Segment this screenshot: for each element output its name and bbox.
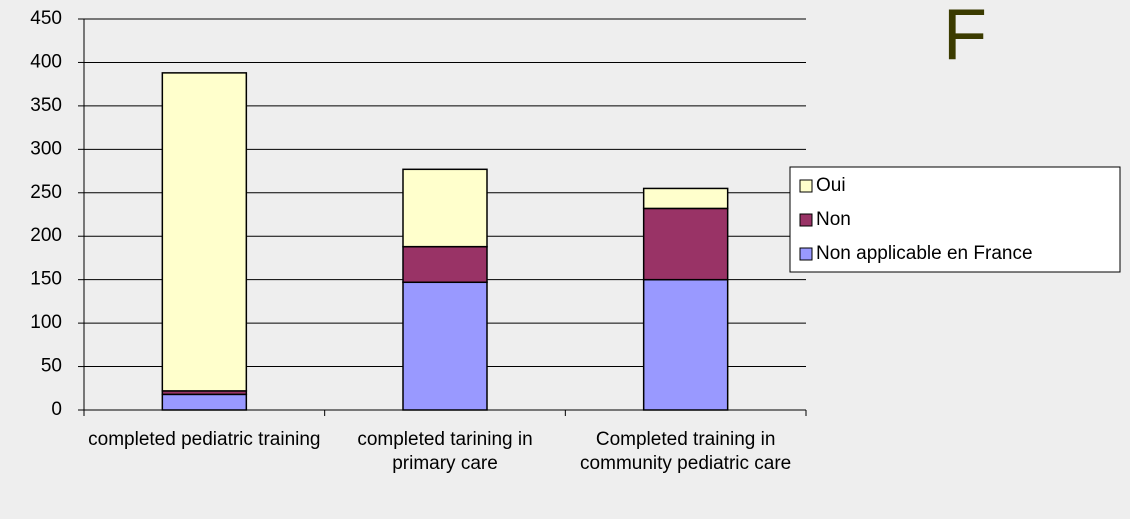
bar-segment bbox=[642, 187, 729, 210]
y-tick-label: 450 bbox=[30, 8, 62, 29]
bar-segment bbox=[161, 72, 248, 392]
bar-segment bbox=[402, 245, 488, 284]
x-tick-label: completed pediatric training bbox=[88, 429, 321, 450]
y-tick-label: 0 bbox=[51, 399, 62, 420]
y-tick-label: 250 bbox=[30, 182, 62, 203]
bar-segment bbox=[402, 168, 488, 248]
legend-label: Oui bbox=[816, 175, 846, 196]
y-tick-label: 150 bbox=[30, 269, 62, 290]
y-tick-label: 200 bbox=[30, 225, 62, 246]
bar-segment bbox=[402, 281, 488, 411]
legend-label: Non bbox=[816, 209, 851, 230]
legend-swatch bbox=[799, 179, 813, 193]
legend-box bbox=[789, 166, 1121, 273]
y-tick-label: 50 bbox=[41, 356, 62, 377]
bar-segment bbox=[161, 393, 248, 411]
chart-title: F bbox=[943, 0, 987, 75]
y-tick-label: 400 bbox=[30, 51, 62, 72]
bar-segment bbox=[642, 207, 729, 281]
legend-swatch bbox=[799, 247, 813, 261]
y-tick-label: 300 bbox=[30, 138, 62, 159]
x-tick-label: completed tarining in primary care bbox=[357, 429, 533, 474]
legend-swatch bbox=[799, 213, 813, 227]
y-tick-label: 350 bbox=[30, 95, 62, 116]
bar-segment bbox=[642, 278, 729, 411]
x-tick-label: Completed training in community pediatri… bbox=[580, 429, 792, 474]
legend-label: Non applicable en France bbox=[816, 243, 1033, 264]
y-tick-label: 100 bbox=[30, 312, 62, 333]
